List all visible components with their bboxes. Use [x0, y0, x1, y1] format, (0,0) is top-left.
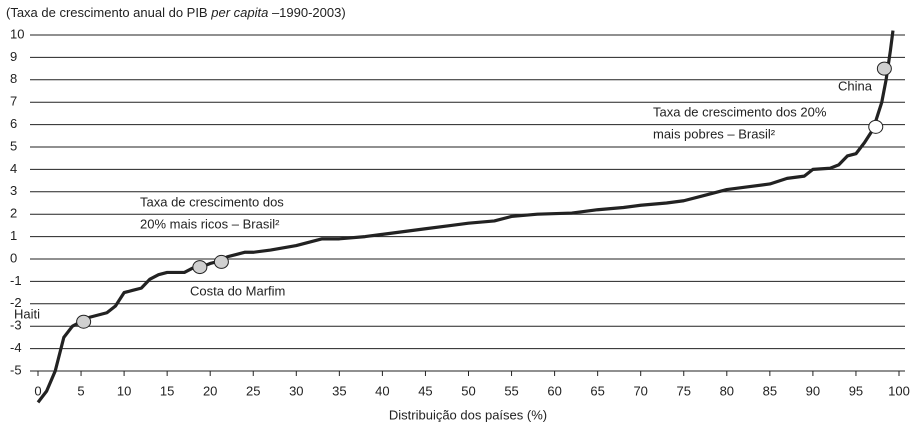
x-tick-label: 65	[590, 383, 604, 398]
chart-title: (Taxa de crescimento anual do PIB per ca…	[6, 5, 346, 20]
x-tick-label: 100	[888, 383, 910, 398]
point-label: Taxa de crescimento dos 20%	[653, 104, 827, 119]
point-marker	[876, 61, 892, 76]
point-label: 20% mais ricos – Brasil²	[140, 216, 280, 231]
y-tick-label: 9	[10, 49, 17, 64]
x-tick-label: 55	[504, 383, 518, 398]
point-marker	[192, 260, 208, 275]
x-tick-label: 40	[375, 383, 389, 398]
x-tick-label: 30	[289, 383, 303, 398]
y-tick-label: 3	[10, 183, 17, 198]
y-tick-label: -1	[10, 273, 22, 288]
point-label: Costa do Marfim	[190, 283, 285, 298]
y-tick-label: 8	[10, 71, 17, 86]
y-tick-label: 10	[10, 26, 24, 41]
x-tick-label: 20	[203, 383, 217, 398]
y-tick-label: 1	[10, 228, 17, 243]
title-part: (Taxa de crescimento anual do PIB	[6, 5, 211, 20]
x-tick-label: 90	[806, 383, 820, 398]
point-label: Haiti	[14, 306, 40, 321]
x-tick-label: 50	[461, 383, 475, 398]
x-tick-label: 75	[677, 383, 691, 398]
x-tick-label: 45	[418, 383, 432, 398]
y-tick-label: -2	[10, 295, 22, 310]
y-tick-label: 2	[10, 206, 17, 221]
y-tick-label: -5	[10, 362, 22, 377]
y-tick-label: -3	[10, 318, 22, 333]
x-tick-label: 0	[34, 383, 41, 398]
x-tick-label: 5	[77, 383, 84, 398]
x-tick-label: 95	[849, 383, 863, 398]
x-tick-label: 80	[720, 383, 734, 398]
point-label: Taxa de crescimento dos	[140, 194, 284, 209]
data-line	[36, 30, 895, 404]
x-tick-label: 25	[246, 383, 260, 398]
x-tick-label: 10	[117, 383, 131, 398]
x-axis-label: Distribuição dos países (%)	[389, 407, 547, 422]
x-tick-label: 85	[763, 383, 777, 398]
point-label: mais pobres – Brasil²	[653, 126, 776, 141]
x-tick-label: 35	[332, 383, 346, 398]
point-marker	[868, 119, 884, 134]
title-part: per capita	[210, 5, 268, 20]
y-tick-label: 6	[10, 116, 17, 131]
x-tick-label: 15	[160, 383, 174, 398]
point-marker	[76, 314, 92, 329]
title-part: –1990-2003)	[268, 5, 345, 20]
y-tick-label: -4	[10, 340, 22, 355]
point-marker	[213, 254, 229, 269]
y-tick-label: 4	[10, 161, 17, 176]
point-label: China	[838, 78, 873, 93]
y-tick-label: 0	[10, 250, 17, 265]
x-tick-label: 70	[633, 383, 647, 398]
y-tick-label: 5	[10, 138, 17, 153]
y-tick-label: 7	[10, 94, 17, 109]
x-tick-label: 60	[547, 383, 561, 398]
